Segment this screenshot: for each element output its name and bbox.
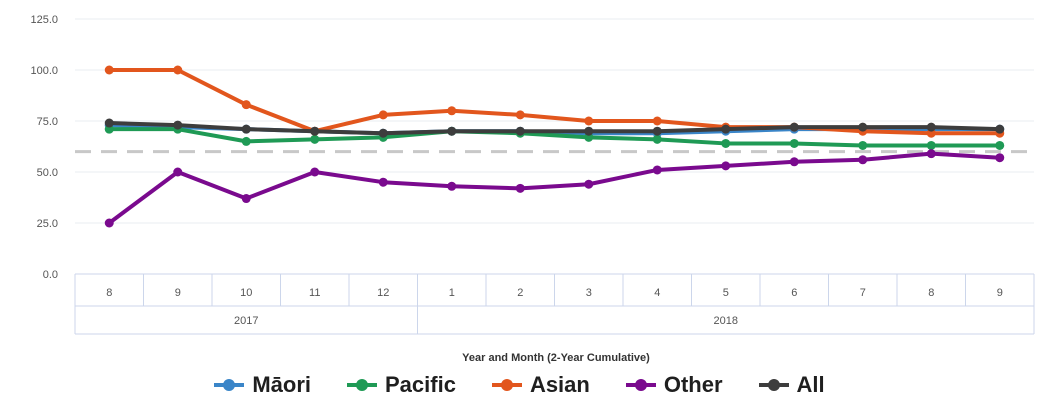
data-point-pacific <box>858 140 868 150</box>
data-point-all <box>926 122 936 132</box>
y-tick-label: 100.0 <box>30 65 58 77</box>
data-point-pacific <box>995 140 1005 150</box>
legend-label: Asian <box>529 372 590 397</box>
data-point-all <box>241 124 251 134</box>
legend-label: Other <box>663 372 723 397</box>
data-point-asian <box>241 100 251 110</box>
x-tick-label: 12 <box>377 287 389 299</box>
data-point-all <box>789 122 799 132</box>
data-point-other <box>995 153 1005 163</box>
legend-label: Pacific <box>385 372 456 397</box>
data-point-pacific <box>721 138 731 148</box>
x-tick-label: 2 <box>517 287 523 299</box>
data-point-other <box>652 165 662 175</box>
x-tick-label: 7 <box>860 287 866 299</box>
x-tick-label: 9 <box>175 287 181 299</box>
data-point-other <box>584 179 594 189</box>
data-point-asian <box>652 116 662 126</box>
data-point-asian <box>173 65 183 75</box>
y-tick-label: 0.0 <box>43 269 58 281</box>
data-point-pacific <box>241 136 251 146</box>
data-point-other <box>310 167 320 177</box>
data-point-pacific <box>652 134 662 144</box>
x-year-label: 2017 <box>234 315 258 327</box>
data-point-other <box>721 161 731 171</box>
x-tick-label: 9 <box>997 287 1003 299</box>
data-point-asian <box>584 116 594 126</box>
x-tick-label: 6 <box>791 287 797 299</box>
data-point-pacific <box>926 140 936 150</box>
legend-marker-icon <box>347 378 377 392</box>
data-point-all <box>515 126 525 136</box>
series-line-all <box>109 121 1000 136</box>
data-point-other <box>789 157 799 167</box>
legend-item-other[interactable]: Other <box>625 372 723 398</box>
x-tick-label: 8 <box>928 287 934 299</box>
data-point-all <box>310 126 320 136</box>
x-tick-label: 10 <box>240 287 252 299</box>
x-tick-label: 5 <box>723 287 729 299</box>
data-point-asian <box>447 106 457 116</box>
legend-label: Māori <box>252 372 311 397</box>
legend-label: All <box>796 372 825 397</box>
data-point-other <box>515 183 525 193</box>
y-tick-label: 75.0 <box>37 116 58 128</box>
chart-legend: Māori Pacific Asian Other All <box>0 368 1039 402</box>
data-point-other <box>173 167 183 177</box>
data-point-all <box>584 126 594 136</box>
series-line-asian <box>109 68 1000 136</box>
data-point-asian <box>104 65 114 75</box>
legend-item-all[interactable]: All <box>758 372 825 398</box>
data-point-other <box>447 181 457 191</box>
series-line-pacific <box>109 127 1000 148</box>
data-point-all <box>652 126 662 136</box>
data-point-pacific <box>789 138 799 148</box>
data-point-all <box>104 118 114 128</box>
x-year-label: 2018 <box>714 315 738 327</box>
data-point-all <box>173 120 183 130</box>
data-point-other <box>926 149 936 159</box>
x-tick-label: 8 <box>106 287 112 299</box>
legend-marker-icon <box>625 378 656 392</box>
legend-item-asian[interactable]: Asian <box>491 372 590 398</box>
data-point-other <box>858 155 868 165</box>
data-point-all <box>995 124 1005 134</box>
data-point-asian <box>378 110 388 120</box>
legend-item-pacific[interactable]: Pacific <box>347 372 456 398</box>
data-point-pacific <box>310 134 320 144</box>
legend-marker-icon <box>758 378 789 392</box>
data-point-asian <box>515 110 525 120</box>
x-tick-label: 1 <box>449 287 455 299</box>
data-point-all <box>721 124 731 134</box>
data-point-all <box>858 122 868 132</box>
y-tick-label: 125.0 <box>30 14 58 26</box>
data-point-other <box>104 218 114 228</box>
y-tick-label: 25.0 <box>37 218 58 230</box>
data-point-all <box>378 128 388 138</box>
y-tick-label: 50.0 <box>37 167 58 179</box>
data-point-all <box>447 126 457 136</box>
legend-marker-icon <box>214 378 245 392</box>
data-point-other <box>378 177 388 187</box>
x-tick-label: 3 <box>586 287 592 299</box>
series-line-other <box>108 151 1000 225</box>
x-axis-title: Year and Month (2-Year Cumulative) <box>462 352 650 364</box>
data-point-other <box>241 194 251 204</box>
legend-marker-icon <box>491 378 522 392</box>
x-tick-label: 4 <box>654 287 660 299</box>
legend-item-mori[interactable]: Māori <box>214 372 311 398</box>
x-tick-label: 11 <box>309 287 320 299</box>
